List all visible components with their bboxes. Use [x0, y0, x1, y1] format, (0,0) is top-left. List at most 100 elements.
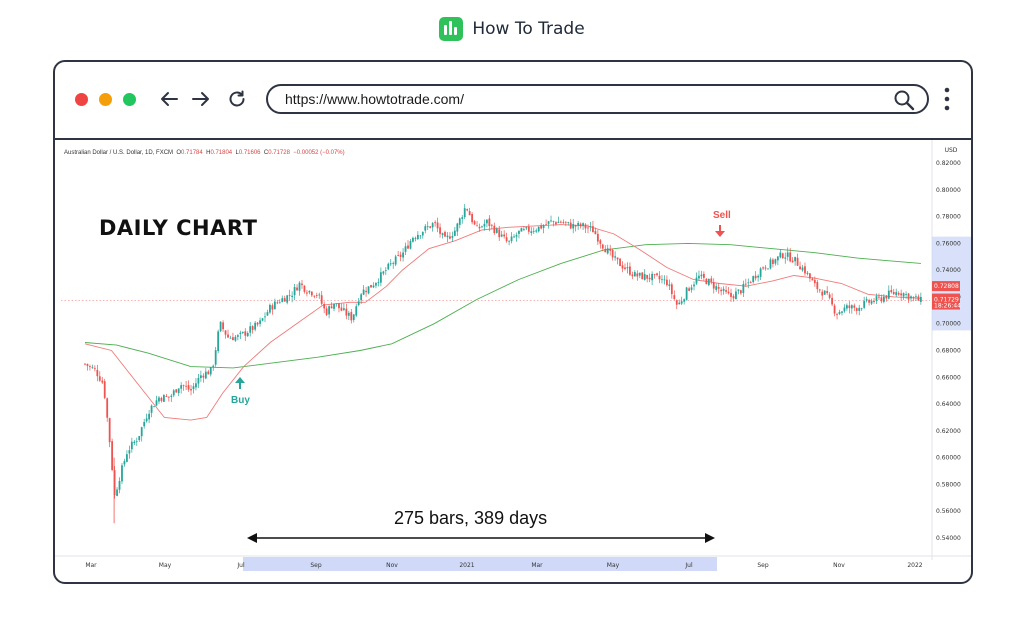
- candle-body: [525, 227, 528, 229]
- candle-body: [601, 244, 604, 249]
- candle-body: [767, 268, 769, 270]
- symbol-info-line: Australian Dollar / U.S. Dollar, 1D, FXC…: [64, 150, 345, 156]
- candle-body: [648, 277, 651, 280]
- chart-canvas[interactable]: USD 0.82000 0.80000 0.78000 0.76000 0.74000 0.…: [55, 140, 971, 582]
- candle-body: [190, 389, 192, 391]
- candle-body: [335, 303, 338, 305]
- reload-button[interactable]: [222, 84, 252, 114]
- candle-body: [426, 226, 429, 228]
- y-tick-label: 0.76000: [936, 240, 961, 247]
- candle-body: [273, 301, 276, 310]
- candle-body: [905, 294, 907, 295]
- candle-body: [318, 294, 321, 296]
- candle-body: [419, 235, 422, 237]
- candle-body: [900, 293, 903, 296]
- candle-body: [468, 211, 471, 216]
- candle-body: [730, 292, 732, 297]
- candle-body: [878, 296, 880, 298]
- price-chart[interactable]: USD 0.82000 0.80000 0.78000 0.76000 0.74000 0.…: [55, 140, 971, 582]
- candle-body: [865, 299, 868, 301]
- sell-label: Sell: [713, 210, 731, 221]
- x-tick-label: Sep: [310, 562, 322, 569]
- candle-body: [350, 312, 353, 321]
- forward-arrow-icon: [192, 92, 209, 106]
- candle-body: [204, 371, 207, 379]
- candle-body: [483, 223, 486, 227]
- candle-body: [764, 267, 767, 269]
- candle-body: [298, 282, 301, 291]
- candle-body: [838, 312, 841, 314]
- candle-body: [670, 284, 673, 295]
- candle-body: [912, 296, 915, 298]
- candle-body: [621, 265, 624, 269]
- candle-body: [175, 389, 178, 393]
- candle-body: [688, 288, 690, 291]
- candle-body: [518, 230, 520, 234]
- y-tick-label: 0.74000: [936, 267, 961, 274]
- candle-body: [917, 296, 920, 301]
- candle-body: [91, 367, 94, 369]
- candle-body: [195, 383, 197, 388]
- x-tick-label: May: [607, 562, 620, 569]
- more-vert-icon[interactable]: [940, 84, 954, 114]
- candle-body: [96, 369, 99, 377]
- candle-body: [209, 367, 212, 375]
- candle-body: [473, 221, 476, 225]
- candle-body: [126, 454, 128, 462]
- candle-body: [772, 259, 774, 265]
- candle-body: [789, 252, 792, 262]
- back-button[interactable]: [154, 84, 184, 114]
- candle-body: [804, 266, 806, 274]
- candle-body: [451, 235, 454, 238]
- back-arrow-icon: [161, 92, 178, 106]
- candle-body: [828, 294, 831, 298]
- candle-body: [503, 234, 506, 237]
- address-bar[interactable]: https://www.howtotrade.com/: [266, 84, 929, 114]
- candle-body: [222, 322, 224, 330]
- candle-body: [858, 307, 861, 311]
- candle-body: [702, 273, 705, 278]
- candle-body: [742, 283, 745, 293]
- candle-body: [577, 222, 580, 226]
- candle-body: [636, 273, 639, 277]
- candle-body: [429, 226, 432, 228]
- x-tick-label: 2021: [459, 562, 474, 569]
- x-tick-label: Mar: [531, 562, 543, 569]
- candle-body: [611, 249, 614, 258]
- candle-body: [816, 281, 819, 290]
- y-tick-label: 0.78000: [936, 214, 961, 221]
- candle-body: [407, 245, 409, 249]
- window-maximize-dot[interactable]: [123, 93, 136, 106]
- candle-body: [143, 422, 146, 427]
- forward-button[interactable]: [186, 84, 216, 114]
- price-tag-last-text: 0.71729: [934, 297, 959, 304]
- candle-body: [224, 330, 227, 335]
- candle-body: [89, 366, 91, 367]
- candle-body: [720, 289, 723, 292]
- candle-body: [658, 275, 661, 280]
- candle-body: [811, 278, 814, 281]
- url-text[interactable]: https://www.howtotrade.com/: [285, 91, 464, 107]
- candle-body: [794, 256, 797, 262]
- candle-body: [873, 301, 875, 303]
- candle-body: [619, 258, 621, 267]
- candle-body: [754, 275, 757, 279]
- candle-body: [217, 331, 220, 352]
- candle-body: [116, 489, 118, 496]
- candle-body: [685, 287, 688, 300]
- candle-body: [227, 334, 229, 338]
- x-tick-label: Nov: [833, 562, 845, 569]
- candle-body: [93, 368, 96, 370]
- window-minimize-dot[interactable]: [99, 93, 112, 106]
- candle-body: [853, 305, 856, 308]
- candle-body: [604, 248, 607, 253]
- search-icon[interactable]: [893, 89, 915, 111]
- candle-body: [446, 235, 449, 238]
- candle-body: [599, 240, 602, 244]
- y-tick-label: 0.62000: [936, 428, 961, 435]
- candle-body: [887, 290, 890, 299]
- candle-body: [616, 257, 619, 260]
- candle-body: [286, 295, 289, 303]
- window-close-dot[interactable]: [75, 93, 88, 106]
- candle-body: [545, 224, 547, 226]
